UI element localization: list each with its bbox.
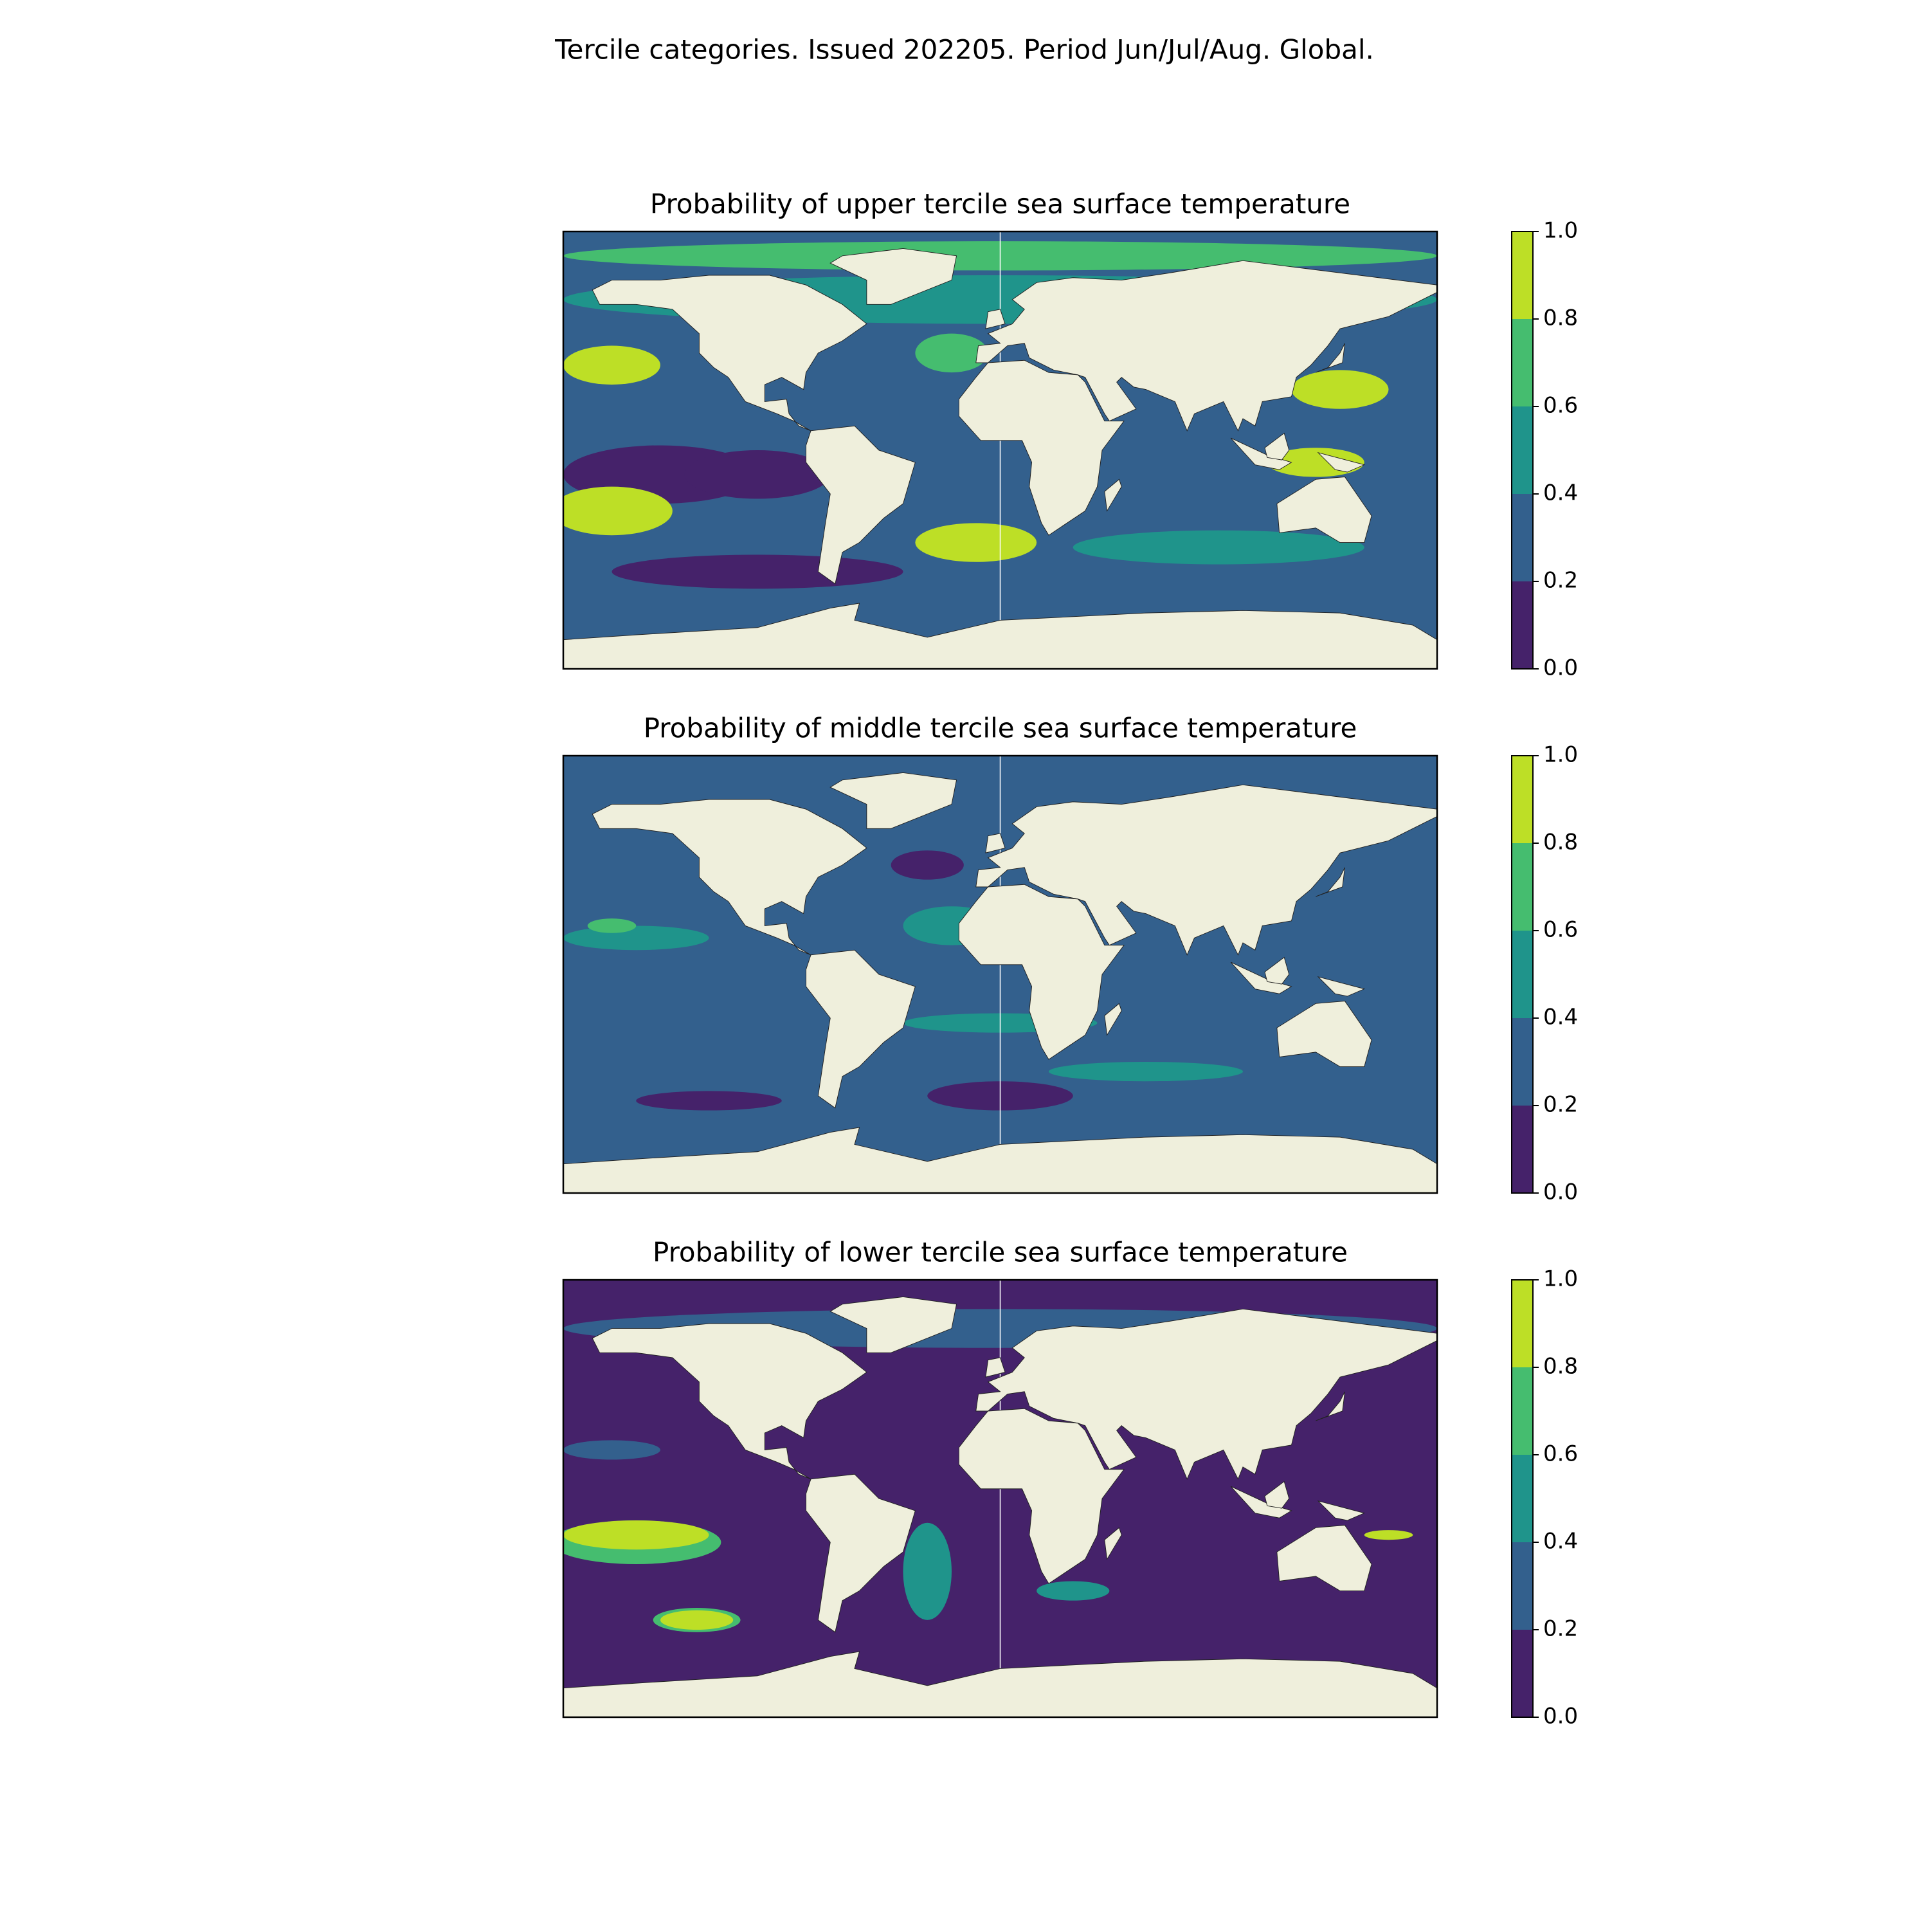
colorbar-segment xyxy=(1512,1630,1533,1717)
colorbar-tick-label: 0.6 xyxy=(1543,393,1578,419)
colorbar-tick-label: 1.0 xyxy=(1543,218,1578,244)
ocean-region xyxy=(1364,1530,1413,1540)
ocean-region xyxy=(1037,1581,1110,1601)
colorbar-segment xyxy=(1512,494,1533,581)
colorbar-segment xyxy=(1512,1106,1533,1193)
map-frame xyxy=(562,1279,1438,1718)
figure-title: Tercile categories. Issued 202205. Perio… xyxy=(554,34,1374,66)
colorbar-tick-label: 0.8 xyxy=(1543,305,1578,331)
panel-title: Probability of upper tercile sea surface… xyxy=(650,188,1350,220)
colorbar-segment xyxy=(1512,581,1533,669)
colorbar-segment xyxy=(1512,843,1533,931)
colorbar-segment xyxy=(1512,756,1533,843)
colorbar-frame xyxy=(1511,1279,1534,1718)
colorbar-tick-label: 0.4 xyxy=(1543,1005,1578,1030)
colorbar-tick-label: 0.0 xyxy=(1543,1704,1578,1729)
colorbar-tick-label: 0.4 xyxy=(1543,480,1578,506)
colorbar-segment xyxy=(1512,931,1533,1018)
map-frame xyxy=(562,754,1438,1194)
colorbar-tick-label: 0.4 xyxy=(1543,1529,1578,1554)
colorbar-tick-label: 0.2 xyxy=(1543,1616,1578,1642)
map xyxy=(563,1280,1437,1717)
colorbar-tick-label: 0.2 xyxy=(1543,1092,1578,1118)
map xyxy=(563,232,1437,669)
ocean-region xyxy=(684,450,831,499)
ocean-region xyxy=(563,486,673,536)
colorbar-tick-label: 0.6 xyxy=(1543,1441,1578,1467)
ocean-region xyxy=(563,925,709,951)
colorbar-tick-label: 0.8 xyxy=(1543,830,1578,855)
map xyxy=(563,756,1437,1193)
ocean-region xyxy=(903,1522,952,1620)
ocean-region xyxy=(1291,370,1389,409)
colorbar-frame xyxy=(1511,231,1534,670)
panel-title: Probability of middle tercile sea surfac… xyxy=(644,713,1357,744)
ocean-region xyxy=(563,1440,660,1460)
panel-title: Probability of lower tercile sea surface… xyxy=(653,1237,1348,1268)
colorbar-frame xyxy=(1511,755,1534,1194)
colorbar-segment xyxy=(1512,1367,1533,1455)
colorbar-segment xyxy=(1512,406,1533,494)
colorbar-segment xyxy=(1512,1455,1533,1542)
colorbar-segment xyxy=(1512,1018,1533,1106)
ocean-region xyxy=(915,523,1037,562)
ocean-region xyxy=(587,918,637,933)
colorbar-tick-label: 0.0 xyxy=(1543,1180,1578,1205)
ocean-region xyxy=(891,850,964,880)
colorbar-segment xyxy=(1512,1280,1533,1367)
ocean-region xyxy=(915,333,988,373)
colorbar-segment xyxy=(1512,232,1533,319)
colorbar-tick-label: 0.6 xyxy=(1543,917,1578,943)
colorbar-tick-label: 1.0 xyxy=(1543,742,1578,768)
colorbar-tick-label: 1.0 xyxy=(1543,1266,1578,1292)
colorbar-segment xyxy=(1512,1542,1533,1630)
colorbar-segment xyxy=(1512,319,1533,406)
ocean-region xyxy=(1049,1062,1243,1082)
colorbar-tick-label: 0.8 xyxy=(1543,1354,1578,1380)
ocean-region xyxy=(563,345,660,385)
colorbar-tick-label: 0.2 xyxy=(1543,568,1578,594)
map-frame xyxy=(562,230,1438,670)
ocean-region xyxy=(1073,530,1364,565)
ocean-region xyxy=(563,1520,709,1550)
ocean-region xyxy=(611,554,903,589)
colorbar-tick-label: 0.0 xyxy=(1543,655,1578,681)
ocean-region xyxy=(636,1091,782,1111)
ocean-region xyxy=(660,1610,734,1630)
